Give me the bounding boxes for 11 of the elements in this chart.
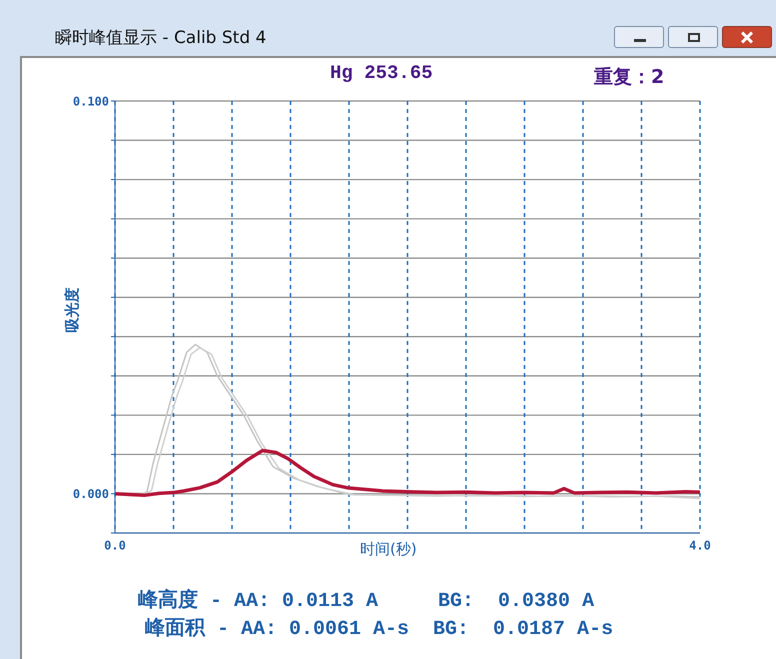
text: 重复：2 [594, 65, 664, 90]
x-tick-label: 0.0 [104, 538, 126, 553]
text: 峰面积 - AA: 0.0061 A-s BG: 0.0187 A-s [145, 616, 614, 641]
x-axis-title: 时间(秒) [360, 540, 417, 559]
x-tick-label: 4.0 [689, 538, 711, 553]
y-axis-title: 吸光度 [62, 288, 82, 332]
chart-title: 瞬时峰值显示 - Calib Std 4 [55, 27, 266, 49]
y-tick-label: 0.100 [72, 94, 109, 108]
y-tick-label: 0.000 [72, 486, 109, 501]
chart-subtitle: Hg 253.65 [330, 62, 433, 84]
text: 峰高度 - AA: 0.0113 A BG: 0.0380 A [138, 588, 594, 613]
